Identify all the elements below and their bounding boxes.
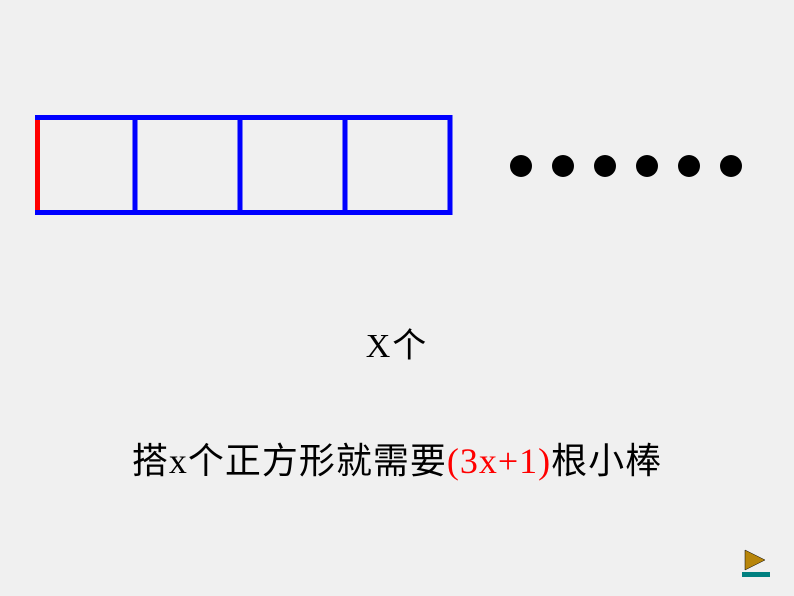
statement-part1: 搭x个正方形就需要 xyxy=(132,441,447,481)
dot xyxy=(720,155,742,177)
next-arrow-icon xyxy=(740,546,772,578)
formula-statement: 搭x个正方形就需要(3x+1)根小棒 xyxy=(0,432,794,484)
squares-pattern xyxy=(35,115,455,225)
matchstick-diagram xyxy=(35,115,755,225)
formula-expression: (3x+1) xyxy=(447,441,551,481)
count-label: X个 xyxy=(0,318,794,367)
dot xyxy=(552,155,574,177)
next-slide-button[interactable] xyxy=(740,546,772,578)
dot xyxy=(510,155,532,177)
statement-part2: 根小棒 xyxy=(551,441,662,481)
ellipsis-dots xyxy=(510,155,742,177)
dot xyxy=(636,155,658,177)
dot xyxy=(594,155,616,177)
dot xyxy=(678,155,700,177)
